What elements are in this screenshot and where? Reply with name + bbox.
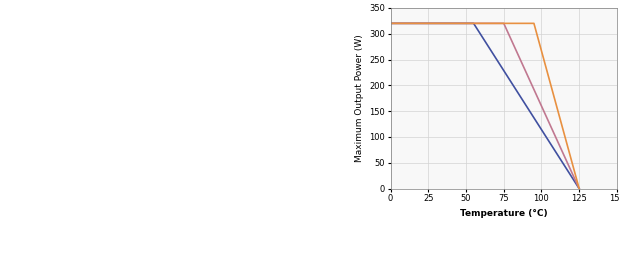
Top, leads and belly at temperature bbox=[575, 187, 583, 190]
Top only at temperature bbox=[387, 22, 394, 25]
Top, leads and belly at temperature bbox=[387, 22, 394, 25]
Y-axis label: Maximum Output Power (W): Maximum Output Power (W) bbox=[355, 34, 363, 162]
Line: Top and leads at temperature: Top and leads at temperature bbox=[391, 23, 579, 189]
Top only at temperature bbox=[575, 187, 583, 190]
Top and leads at temperature bbox=[500, 22, 507, 25]
X-axis label: Temperature (°C): Temperature (°C) bbox=[460, 209, 547, 218]
Top and leads at temperature bbox=[575, 187, 583, 190]
Line: Top, leads and belly at temperature: Top, leads and belly at temperature bbox=[391, 23, 579, 189]
Top, leads and belly at temperature bbox=[530, 22, 538, 25]
Top and leads at temperature bbox=[387, 22, 394, 25]
Top only at temperature bbox=[470, 22, 477, 25]
Line: Top only at temperature: Top only at temperature bbox=[391, 23, 579, 189]
